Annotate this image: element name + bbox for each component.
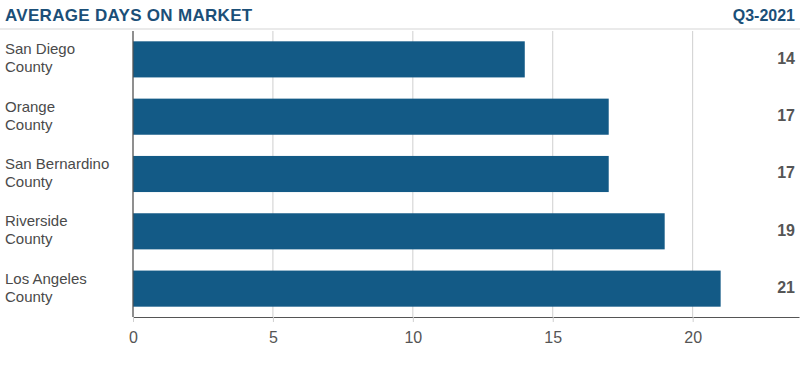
x-tick-mark xyxy=(273,317,274,322)
category-label: San DiegoCounty xyxy=(5,40,75,75)
bar xyxy=(133,41,525,77)
bar xyxy=(133,99,609,135)
data-label: 17 xyxy=(777,107,795,124)
x-axis-line xyxy=(134,317,800,318)
category-label-line: San Bernardino xyxy=(5,155,109,172)
x-tick: 20 xyxy=(684,317,702,346)
bar xyxy=(133,156,609,192)
x-tick: 5 xyxy=(269,317,278,346)
subtitle: Q3-2021 xyxy=(733,7,795,24)
category-label: Los AngelesCounty xyxy=(5,270,87,305)
x-tick-label: 5 xyxy=(269,329,278,346)
category-label: RiversideCounty xyxy=(5,212,68,247)
bars xyxy=(133,41,721,306)
data-labels: 14 17 17 19 21 xyxy=(777,50,795,296)
y-axis-line xyxy=(132,31,133,317)
bar xyxy=(133,213,665,249)
category-label: OrangeCounty xyxy=(5,98,55,133)
data-label: 14 xyxy=(777,50,795,67)
x-tick-label: 20 xyxy=(684,329,702,346)
category-label-line: County xyxy=(5,230,53,247)
grid-line xyxy=(133,31,134,317)
category-label-line: Los Angeles xyxy=(5,270,87,287)
category-label-line: County xyxy=(5,288,53,305)
x-tick: 10 xyxy=(404,317,422,346)
x-tick-mark xyxy=(413,317,414,322)
category-label: San BernardinoCounty xyxy=(5,155,109,190)
chart: AVERAGE DAYS ON MARKET Q3-2021 0 5 10 15 20 San… xyxy=(0,0,800,367)
x-tick-label: 0 xyxy=(129,329,138,346)
category-label-line: County xyxy=(5,116,53,133)
data-label: 17 xyxy=(777,164,795,181)
x-tick-mark xyxy=(693,317,694,322)
x-tick-mark xyxy=(553,317,554,322)
category-labels: San DiegoCountyOrangeCountySan Bernardin… xyxy=(5,40,109,304)
category-label-line: Orange xyxy=(5,98,55,115)
data-label: 21 xyxy=(777,279,795,296)
category-label-line: Riverside xyxy=(5,212,68,229)
title: AVERAGE DAYS ON MARKET xyxy=(5,6,253,25)
x-axis: 0 5 10 15 20 xyxy=(129,317,799,346)
header-rule xyxy=(0,29,800,30)
category-label-line: San Diego xyxy=(5,40,75,57)
category-label-line: County xyxy=(5,58,53,75)
category-label-line: County xyxy=(5,173,53,190)
bar xyxy=(133,271,721,307)
data-label: 19 xyxy=(777,222,795,239)
x-tick: 0 xyxy=(129,317,138,346)
x-tick: 15 xyxy=(544,317,562,346)
x-tick-label: 15 xyxy=(544,329,562,346)
x-tick-label: 10 xyxy=(404,329,422,346)
x-tick-mark xyxy=(133,317,134,322)
